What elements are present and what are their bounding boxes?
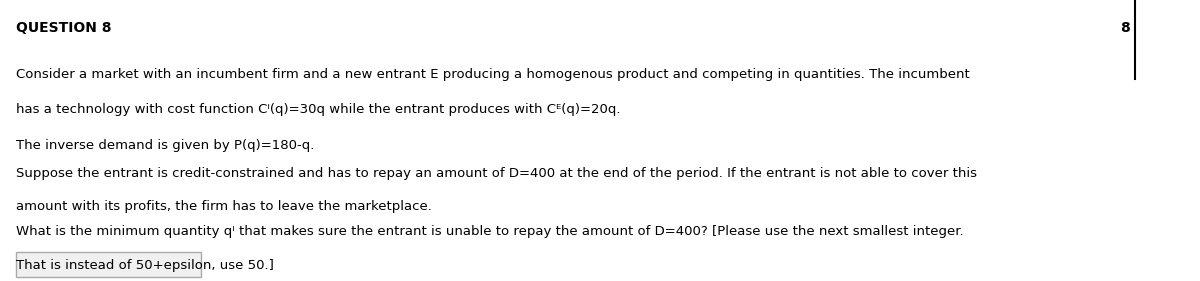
Text: The inverse demand is given by P(q)=180-q.: The inverse demand is given by P(q)=180-… <box>17 139 314 152</box>
Text: That is instead of 50+epsilon, use 50.]: That is instead of 50+epsilon, use 50.] <box>17 259 275 272</box>
Text: 8: 8 <box>1121 21 1130 35</box>
Text: has a technology with cost function Cᴵ(q)=30q while the entrant produces with Cᴱ: has a technology with cost function Cᴵ(q… <box>17 103 620 116</box>
Text: QUESTION 8: QUESTION 8 <box>17 21 112 35</box>
Text: amount with its profits, the firm has to leave the marketplace.: amount with its profits, the firm has to… <box>17 200 432 213</box>
Text: Consider a market with an incumbent firm and a new entrant E producing a homogen: Consider a market with an incumbent firm… <box>17 68 970 81</box>
Text: What is the minimum quantity qᴵ that makes sure the entrant is unable to repay t: What is the minimum quantity qᴵ that mak… <box>17 225 964 238</box>
Text: Suppose the entrant is credit-constrained and has to repay an amount of D=400 at: Suppose the entrant is credit-constraine… <box>17 167 977 180</box>
FancyBboxPatch shape <box>17 252 202 277</box>
